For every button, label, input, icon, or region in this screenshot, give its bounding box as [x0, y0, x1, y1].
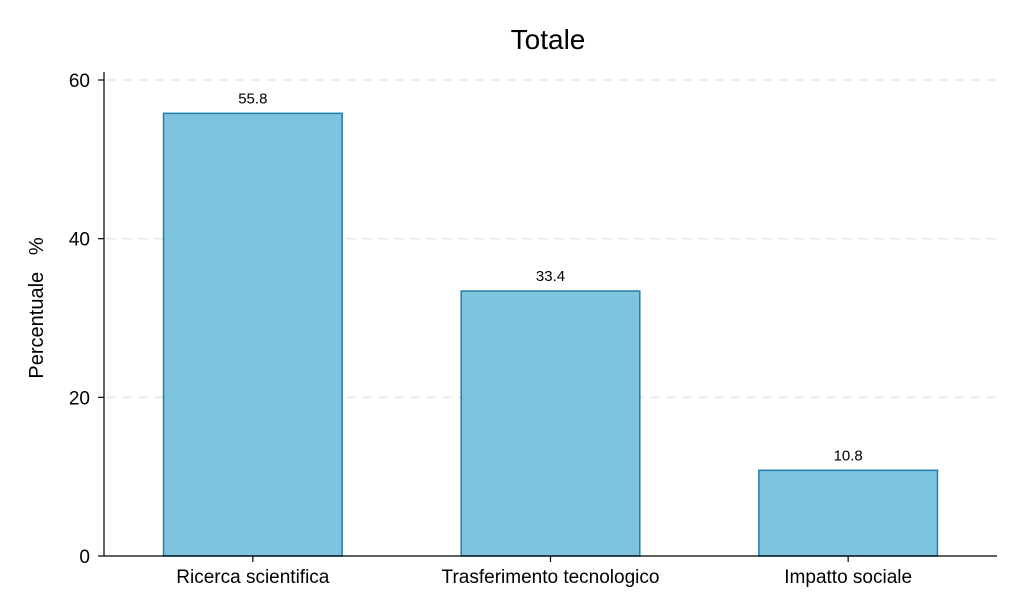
y-axis-label: Percentuale % [26, 237, 48, 378]
x-tick-label-2: Impatto sociale [784, 567, 912, 588]
y-tick-label-3: 60 [69, 71, 90, 92]
data-labels: 55.8 33.4 10.8 [238, 90, 863, 464]
x-tick-label-1: Trasferimento tecnologico [442, 567, 660, 588]
bar-1 [460, 290, 641, 557]
data-label-2: 10.8 [834, 447, 863, 464]
data-label-1: 33.4 [536, 268, 565, 285]
bars [162, 112, 939, 557]
y-tick-label-2: 40 [69, 230, 90, 251]
data-label-0: 55.8 [238, 90, 267, 107]
y-tick-label-1: 20 [69, 388, 90, 409]
bar-2 [758, 469, 939, 557]
axes: 0 20 40 60 Ricerca scientifica Trasferimento … [69, 71, 997, 588]
chart-title: Totale [511, 24, 586, 55]
bar-0 [162, 112, 343, 557]
y-tick-label-0: 0 [79, 547, 90, 568]
x-tick-label-0: Ricerca scientifica [176, 567, 330, 588]
